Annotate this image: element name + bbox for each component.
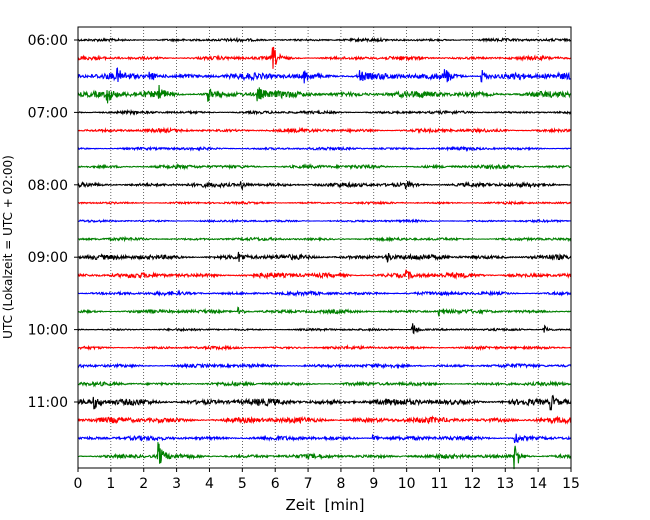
- trace-0845: [77, 235, 572, 243]
- trace-0815: [77, 200, 572, 206]
- trace-0945: [77, 306, 572, 317]
- trace-0830: [77, 218, 572, 224]
- x-axis-label: Zeit [min]: [285, 496, 364, 514]
- x-tick-label: 12: [463, 476, 481, 492]
- x-tick-label: 9: [369, 476, 378, 492]
- trace-0645: [77, 85, 572, 104]
- trace-1115: [77, 415, 572, 425]
- x-tick-label: 11: [431, 476, 449, 492]
- trace-0615: [77, 46, 572, 69]
- x-tick-label: 5: [238, 476, 247, 492]
- x-tick-label: 6: [271, 476, 280, 492]
- x-tick-label: 2: [139, 476, 148, 492]
- trace-0800: [77, 180, 572, 192]
- y-tick-label: 06:00: [28, 33, 68, 49]
- trace-0630: [77, 67, 572, 84]
- y-tick-label: 07:00: [28, 105, 68, 121]
- x-tick-label: 15: [562, 476, 580, 492]
- trace-1015: [77, 344, 572, 352]
- x-tick-label: 13: [496, 476, 514, 492]
- trace-1100: [77, 394, 572, 411]
- trace-1145: [77, 442, 572, 470]
- x-tick-label: 1: [106, 476, 115, 492]
- x-axis-ticks: 0 1 2 3 4 5 6 7 8 9 10 11 12 13 14 15: [74, 468, 580, 492]
- y-axis-label: UTC (Lokalzeit = UTC + 02:00): [1, 155, 15, 339]
- y-tick-label: 10:00: [28, 323, 68, 339]
- trace-1045: [77, 380, 572, 388]
- trace-1000: [77, 323, 572, 335]
- trace-0700: [77, 108, 572, 116]
- seismic-traces: [77, 36, 572, 470]
- trace-0715: [77, 126, 572, 135]
- x-tick-label: 8: [336, 476, 345, 492]
- trace-0915: [77, 269, 572, 280]
- trace-1130: [77, 433, 572, 444]
- x-tick-label: 10: [398, 476, 416, 492]
- y-axis-ticks: 06:00 07:00 08:00 09:00 10:00 11:00: [28, 33, 78, 411]
- x-tick-label: 3: [172, 476, 181, 492]
- trace-0730: [77, 145, 572, 153]
- y-tick-label: 09:00: [28, 250, 68, 266]
- x-tick-label: 14: [529, 476, 547, 492]
- x-tick-label: 0: [74, 476, 83, 492]
- trace-0600: [77, 36, 572, 44]
- trace-0745: [77, 162, 572, 171]
- y-tick-label: 08:00: [28, 178, 68, 194]
- trace-1030: [77, 362, 572, 370]
- x-tick-label: 7: [304, 476, 313, 492]
- trace-0930: [77, 289, 572, 298]
- plot-frame: [77, 26, 572, 469]
- y-tick-label: 11:00: [28, 395, 68, 411]
- x-tick-label: 4: [205, 476, 214, 492]
- trace-0900: [77, 251, 572, 263]
